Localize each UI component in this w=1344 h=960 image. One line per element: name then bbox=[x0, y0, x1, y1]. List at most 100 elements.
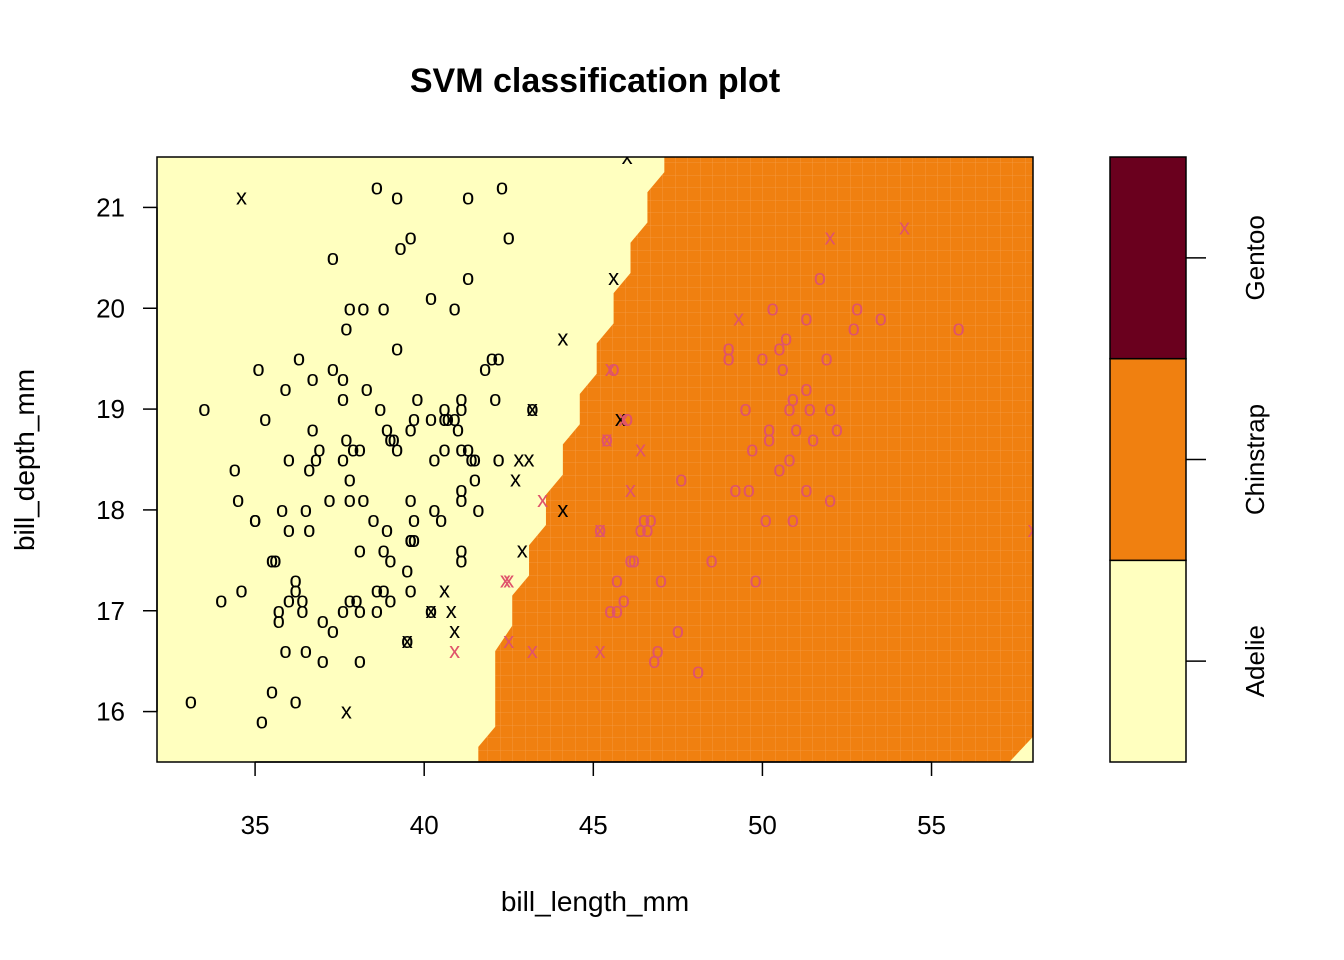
chart-title: SVM classification plot bbox=[410, 62, 780, 100]
adelie-point-circle: o bbox=[455, 386, 467, 411]
adelie-point-cross: x bbox=[615, 406, 626, 431]
chinstrap-point-circle: o bbox=[618, 588, 630, 613]
adelie-point-circle: o bbox=[293, 346, 305, 371]
adelie-point-circle: o bbox=[340, 315, 352, 340]
adelie-point-circle: o bbox=[300, 497, 312, 522]
class-legend: Adelie Chinstrap Gentoo bbox=[1109, 156, 1270, 763]
adelie-point-cross: x bbox=[524, 447, 535, 472]
adelie-point-circle: o bbox=[455, 547, 467, 572]
adelie-point-circle: o bbox=[472, 497, 484, 522]
chinstrap-point-circle: o bbox=[760, 507, 772, 532]
adelie-point-circle: o bbox=[428, 447, 440, 472]
adelie-point-circle: o bbox=[381, 416, 393, 441]
chinstrap-point-circle: o bbox=[743, 477, 755, 502]
adelie-point-circle: o bbox=[317, 608, 329, 633]
adelie-point-circle: o bbox=[425, 598, 437, 623]
chinstrap-point-cross: x bbox=[503, 628, 514, 653]
y-tick-label: 18 bbox=[96, 495, 125, 525]
adelie-point-circle: o bbox=[327, 356, 339, 381]
chinstrap-point-circle: o bbox=[628, 547, 640, 572]
chinstrap-point-circle: o bbox=[722, 346, 734, 371]
chinstrap-point-circle: o bbox=[824, 396, 836, 421]
adelie-point-circle: o bbox=[438, 436, 450, 461]
y-tick-label: 16 bbox=[96, 697, 125, 727]
adelie-point-circle: o bbox=[215, 588, 227, 613]
legend-swatch-adelie bbox=[1109, 559, 1187, 763]
chinstrap-point-cross: x bbox=[601, 426, 612, 451]
legend-label-gentoo: Gentoo bbox=[1240, 215, 1270, 300]
chinstrap-point-circle: o bbox=[746, 436, 758, 461]
adelie-point-circle: o bbox=[405, 527, 417, 552]
adelie-point-circle: o bbox=[425, 285, 437, 310]
chinstrap-point-circle: o bbox=[722, 336, 734, 361]
x-axis-label: bill_length_mm bbox=[501, 886, 689, 917]
adelie-point-circle: o bbox=[185, 689, 197, 714]
chinstrap-point-circle: o bbox=[635, 517, 647, 542]
adelie-point-circle: o bbox=[391, 184, 403, 209]
chinstrap-point-circle: o bbox=[675, 467, 687, 492]
adelie-point-circle: o bbox=[374, 396, 386, 421]
adelie-point-circle: o bbox=[327, 618, 339, 643]
adelie-point-circle: o bbox=[357, 295, 369, 320]
chinstrap-point-cross: x bbox=[618, 406, 629, 431]
adelie-point-circle: o bbox=[290, 578, 302, 603]
adelie-point-circle: o bbox=[469, 467, 481, 492]
adelie-point-circle: o bbox=[455, 396, 467, 421]
x-axis: 35 40 45 50 55 bbox=[241, 761, 946, 840]
adelie-point-circle: o bbox=[252, 356, 264, 381]
adelie-point-cross: x bbox=[236, 184, 247, 209]
adelie-point-cross: x bbox=[425, 598, 436, 623]
adelie-point-cross: x bbox=[439, 578, 450, 603]
adelie-point-circle: o bbox=[290, 568, 302, 593]
adelie-point-cross: x bbox=[510, 467, 521, 492]
adelie-point-circle: o bbox=[340, 426, 352, 451]
adelie-point-circle: o bbox=[276, 497, 288, 522]
legend-swatch-gentoo bbox=[1109, 156, 1187, 360]
chinstrap-point-circle: o bbox=[783, 447, 795, 472]
chinstrap-point-circle: o bbox=[773, 457, 785, 482]
chinstrap-point-circle: o bbox=[848, 315, 860, 340]
adelie-point-circle: o bbox=[337, 598, 349, 623]
chinstrap-point-circle: o bbox=[651, 638, 663, 663]
adelie-corner-region bbox=[1009, 736, 1033, 762]
chinstrap-point-cross: x bbox=[595, 517, 606, 542]
chinstrap-point-circle: o bbox=[756, 346, 768, 371]
chinstrap-point-circle: o bbox=[641, 517, 653, 542]
legend-swatch-chinstrap bbox=[1109, 357, 1187, 562]
y-tick-label: 21 bbox=[96, 192, 125, 222]
adelie-point-circle: o bbox=[344, 588, 356, 613]
adelie-point-circle: o bbox=[388, 426, 400, 451]
adelie-point-circle: o bbox=[354, 598, 366, 623]
adelie-point-circle: o bbox=[354, 436, 366, 461]
adelie-point-circle: o bbox=[229, 457, 241, 482]
adelie-point-circle: o bbox=[273, 598, 285, 623]
adelie-point-circle: o bbox=[290, 689, 302, 714]
chinstrap-point-circle: o bbox=[800, 376, 812, 401]
chinstrap-point-circle: o bbox=[624, 547, 636, 572]
adelie-point-circle: o bbox=[455, 537, 467, 562]
adelie-point-cross: x bbox=[513, 447, 524, 472]
adelie-point-circle: o bbox=[496, 174, 508, 199]
adelie-point-cross: x bbox=[446, 598, 457, 623]
chinstrap-point-cross: x bbox=[605, 356, 616, 381]
chinstrap-point-circle: o bbox=[763, 426, 775, 451]
adelie-point-circle: o bbox=[438, 406, 450, 431]
adelie-point-circle: o bbox=[503, 225, 515, 250]
x-tick-label: 55 bbox=[917, 810, 946, 840]
adelie-point-circle: o bbox=[449, 406, 461, 431]
chinstrap-point-circle: o bbox=[739, 396, 751, 421]
adelie-point-circle: o bbox=[455, 436, 467, 461]
chinstrap-point-circle: o bbox=[851, 295, 863, 320]
adelie-point-circle: o bbox=[486, 346, 498, 371]
chinstrap-point-circle: o bbox=[780, 326, 792, 351]
adelie-point-circle: o bbox=[425, 406, 437, 431]
adelie-point-circle: o bbox=[313, 436, 325, 461]
y-tick-label: 20 bbox=[96, 293, 125, 323]
adelie-point-circle: o bbox=[337, 386, 349, 411]
adelie-point-circle: o bbox=[384, 588, 396, 613]
y-axis: 16 17 18 19 20 21 bbox=[96, 192, 158, 727]
adelie-point-circle: o bbox=[435, 507, 447, 532]
adelie-point-circle: o bbox=[526, 396, 538, 421]
chinstrap-point-circle: o bbox=[766, 295, 778, 320]
x-tick-label: 45 bbox=[579, 810, 608, 840]
